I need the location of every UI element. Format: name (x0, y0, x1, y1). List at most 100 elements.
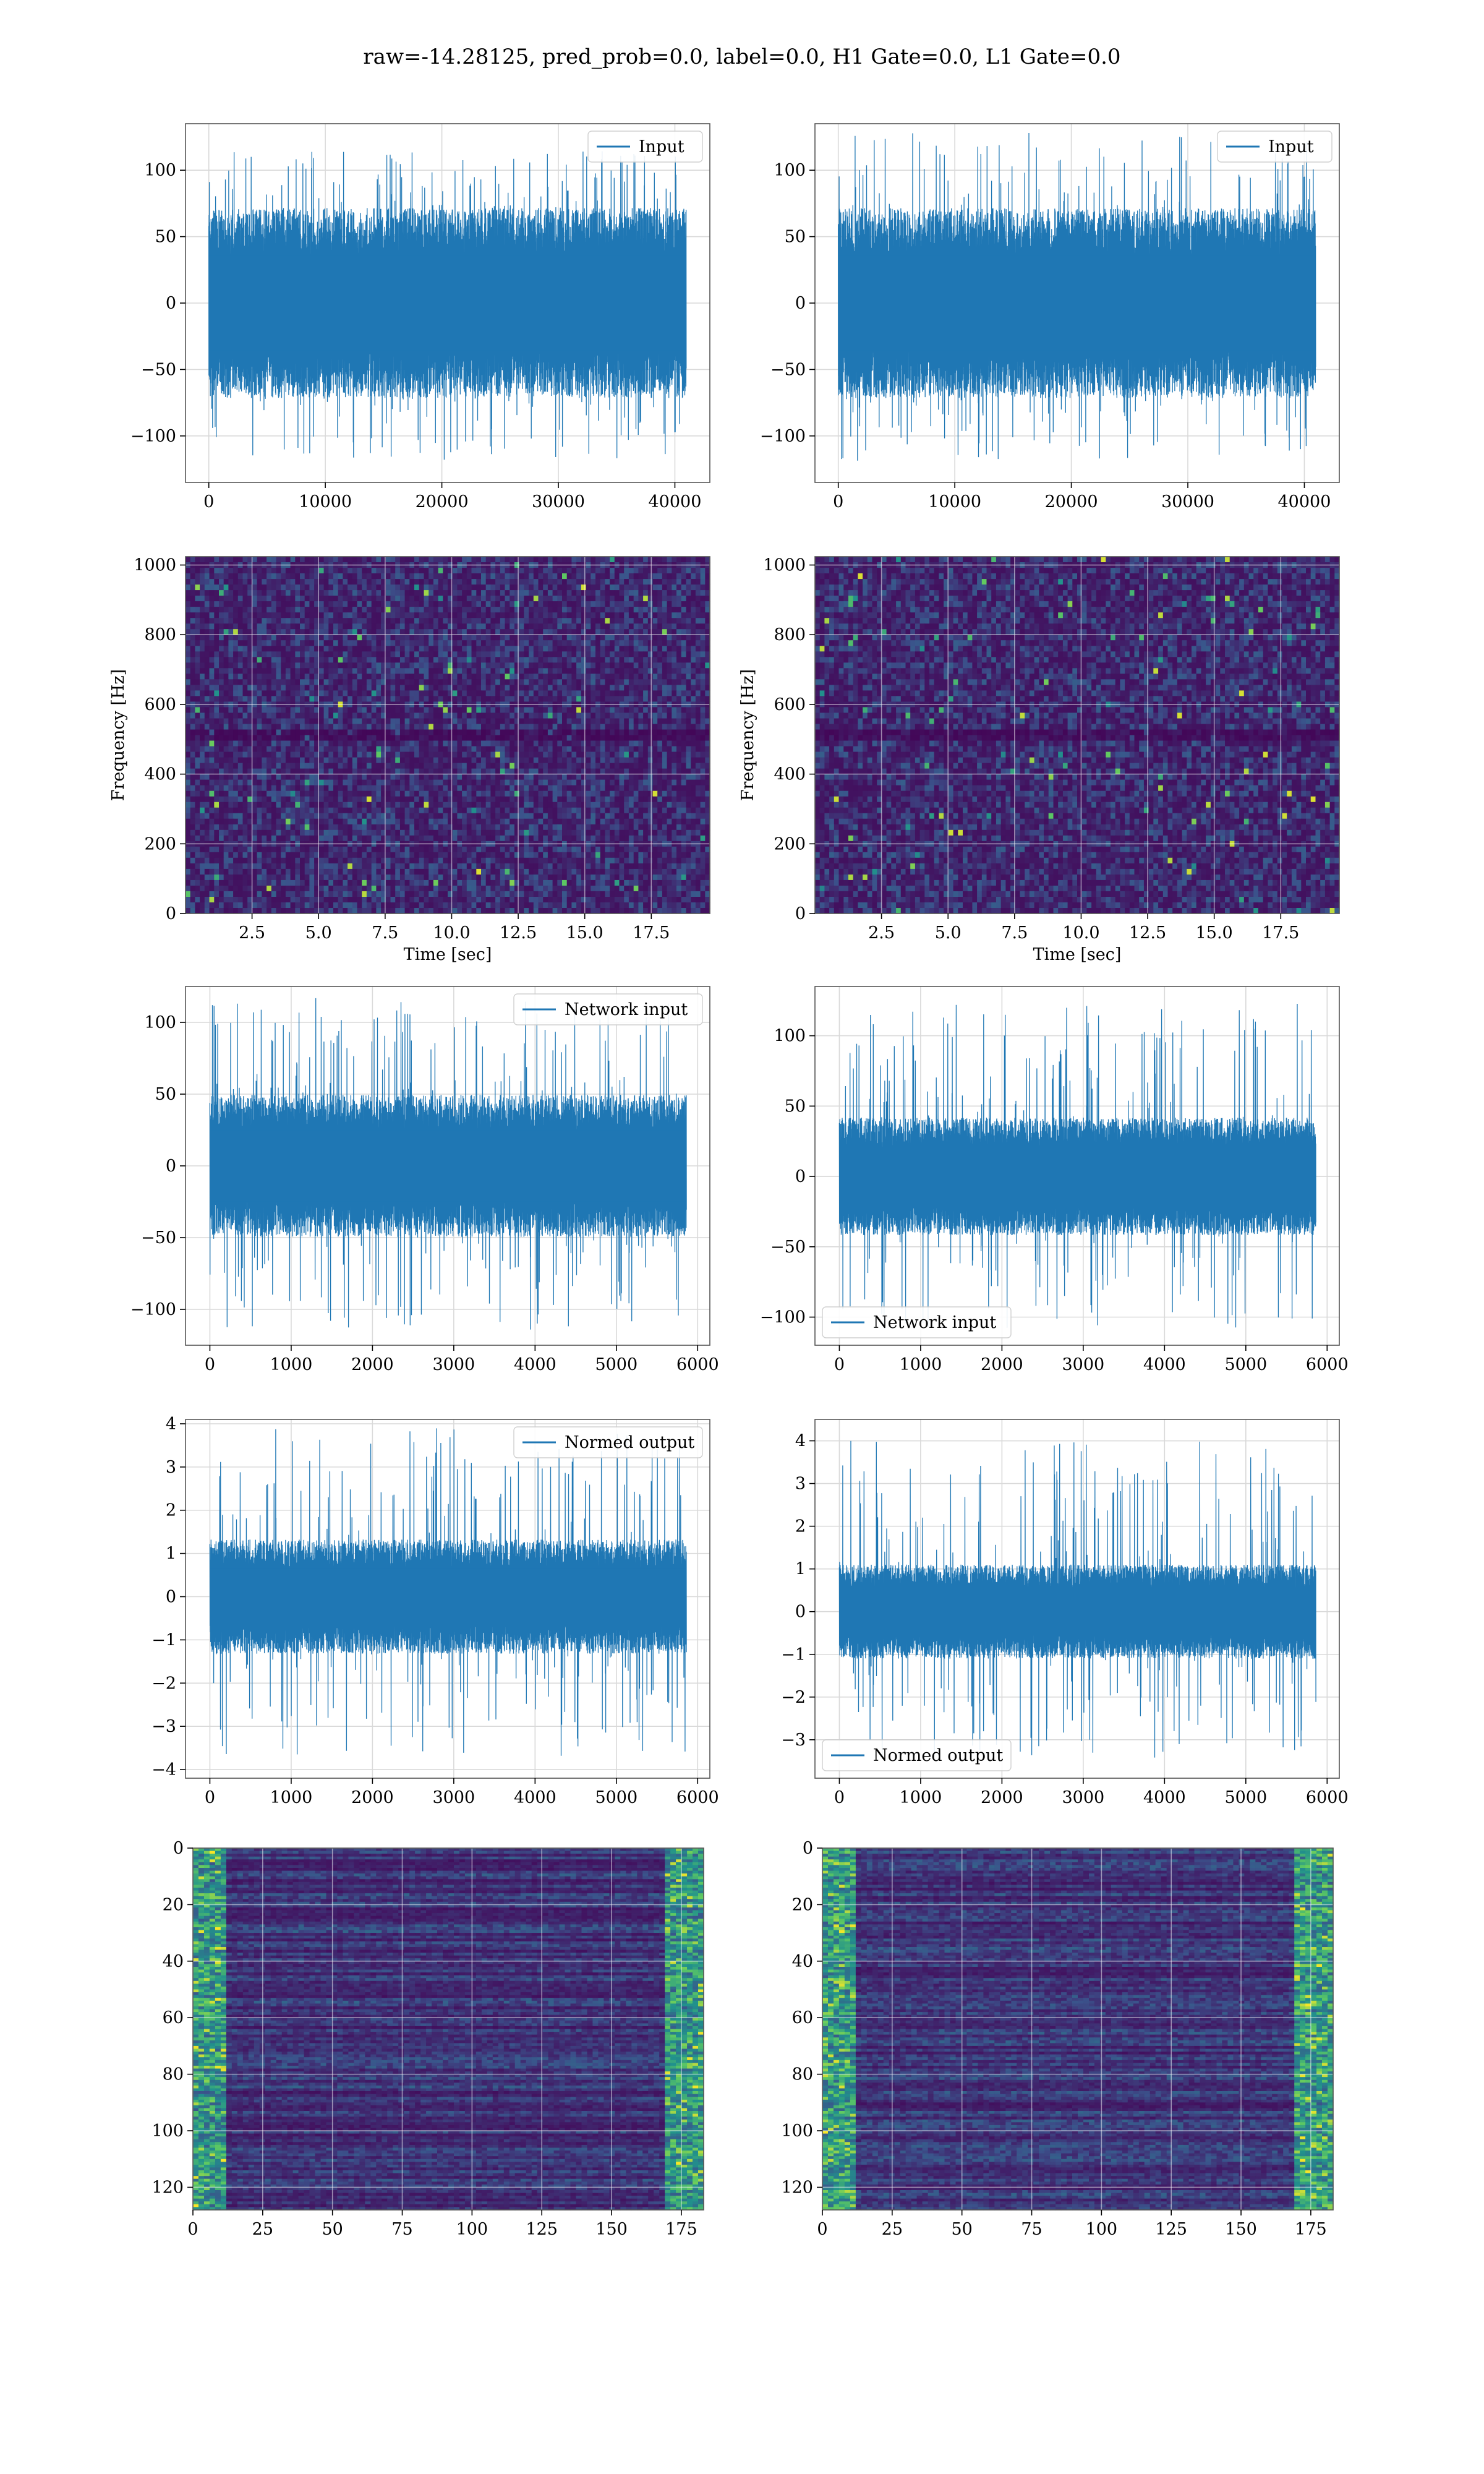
heatmap-cell (267, 679, 272, 685)
heatmap-cell (357, 590, 362, 596)
heatmap-cell (257, 679, 262, 685)
heatmap-cell (252, 713, 258, 719)
heatmap-cell (285, 668, 291, 674)
heatmap-cell (219, 785, 224, 792)
heatmap-cell (524, 740, 529, 747)
heatmap-cell (647, 568, 654, 574)
heatmap-cell (452, 623, 458, 630)
heatmap-cell (262, 718, 267, 725)
heatmap-cell (591, 685, 596, 691)
heatmap-cell (214, 690, 220, 696)
heatmap-cell (624, 601, 629, 607)
heatmap-cell (242, 679, 248, 685)
heatmap-cell (510, 796, 515, 803)
heatmap-cell (462, 757, 467, 764)
heatmap-cell (495, 729, 501, 736)
heatmap-cell (290, 635, 296, 641)
heatmap-cell (510, 713, 515, 719)
heatmap-cell (505, 668, 510, 674)
heatmap-cell (276, 629, 281, 635)
heatmap-cell (438, 751, 443, 758)
heatmap-cell (209, 651, 215, 657)
heatmap-cell (338, 601, 343, 607)
heatmap-cell (571, 590, 577, 596)
heatmap-cell (371, 568, 377, 574)
heatmap-cell (628, 785, 634, 792)
heatmap-cell (619, 674, 625, 680)
heatmap-cell (471, 623, 477, 630)
heatmap-cell (424, 646, 429, 652)
heatmap-cell (647, 729, 654, 736)
heatmap-cell (448, 779, 453, 786)
heatmap-cell (619, 763, 625, 769)
heatmap-cell (204, 802, 210, 808)
heatmap-cell (381, 796, 386, 803)
heatmap-cell (524, 596, 529, 602)
heatmap-cell (257, 690, 262, 696)
heatmap-cell (385, 590, 391, 596)
heatmap-cell (681, 768, 686, 775)
heatmap-cell (476, 629, 482, 635)
heatmap-cell (643, 690, 649, 696)
heatmap-cell (318, 646, 325, 652)
heatmap-cell (672, 557, 677, 563)
heatmap-cell (471, 635, 477, 641)
heatmap-cell (471, 557, 477, 563)
heatmap-cell (247, 662, 253, 669)
heatmap-cell (399, 696, 406, 702)
heatmap-cell (323, 635, 329, 641)
heatmap-cell (204, 601, 210, 607)
heatmap-cell (219, 590, 224, 596)
heatmap-cell (586, 707, 591, 713)
heatmap-cell (300, 557, 305, 563)
heatmap-cell (333, 662, 339, 669)
heatmap-cell (343, 657, 348, 663)
heatmap-cell (591, 774, 596, 781)
heatmap-cell (647, 790, 654, 797)
heatmap-cell (681, 713, 686, 719)
heatmap-cell (362, 746, 367, 753)
heatmap-cell (633, 774, 639, 781)
heatmap-cell (333, 568, 339, 574)
heatmap-cell (691, 740, 696, 747)
heatmap-cell (628, 557, 634, 563)
heatmap-cell (624, 596, 629, 602)
heatmap-cell (638, 601, 644, 607)
heatmap-cell (681, 596, 686, 602)
heatmap-cell (223, 696, 229, 702)
heatmap-cell (271, 740, 277, 747)
heatmap-cell (662, 690, 668, 696)
heatmap-cell (399, 690, 406, 696)
heatmap-cell (538, 785, 544, 792)
heatmap-cell (547, 573, 553, 580)
heatmap-cell (252, 607, 258, 613)
heatmap-cell (395, 740, 401, 747)
heatmap-cell (443, 635, 448, 641)
heatmap-cell (595, 774, 601, 781)
heatmap-cell (686, 635, 691, 641)
heatmap-cell (662, 646, 668, 652)
heatmap-cell (448, 607, 453, 613)
heatmap-cell (348, 607, 353, 613)
heatmap-cell (576, 690, 582, 696)
heatmap-cell (505, 557, 510, 563)
heatmap-cell (371, 612, 377, 618)
heatmap-cell (681, 584, 686, 591)
heatmap-cell (186, 646, 191, 652)
heatmap-cell (295, 718, 301, 725)
heatmap-cell (510, 584, 515, 591)
heatmap-cell (557, 668, 563, 674)
heatmap-cell (605, 763, 610, 769)
heatmap-cell (429, 668, 434, 674)
heatmap-cell (476, 713, 482, 719)
heatmap-cell (237, 690, 244, 696)
heatmap-cell (357, 629, 362, 635)
heatmap-cell (619, 590, 625, 596)
heatmap-cell (686, 607, 691, 613)
heatmap-cell (186, 607, 191, 613)
heatmap-cell (352, 746, 358, 753)
heatmap-cell (647, 635, 654, 641)
heatmap-cell (338, 623, 343, 630)
heatmap-cell (481, 724, 487, 730)
heatmap-cell (652, 651, 658, 657)
